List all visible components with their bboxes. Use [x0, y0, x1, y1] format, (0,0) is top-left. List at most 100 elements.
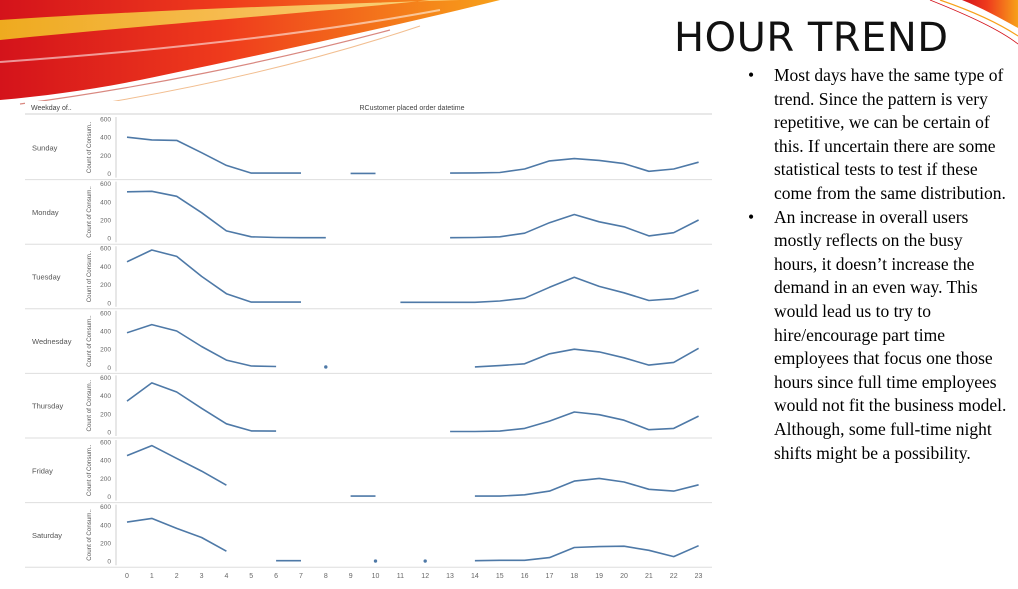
series-line-sunday [450, 157, 699, 174]
y-tick-label: 0 [107, 236, 111, 243]
row-label: Wednesday [32, 337, 72, 346]
y-tick-label: 400 [100, 329, 111, 336]
y-axis-label: Count of Consum.. [86, 121, 93, 173]
slide-title: HOUR TREND [674, 15, 949, 61]
x-tick-label: 7 [299, 573, 303, 580]
row-label: Friday [32, 466, 53, 475]
data-point [423, 559, 427, 563]
day-panels: Sunday Count of Consum.. 0 200 400 600 Monday C… [25, 117, 712, 568]
x-tick-label: 9 [349, 573, 353, 580]
row-label: Sunday [32, 143, 58, 152]
y-tick-label: 600 [100, 440, 111, 447]
y-axis-label: Count of Consum.. [86, 250, 93, 302]
x-tick-label: 17 [546, 573, 554, 580]
series-line-monday [126, 190, 326, 239]
y-tick-label: 400 [100, 199, 111, 206]
y-tick-label: 0 [107, 300, 111, 307]
series-line-wednesday [126, 323, 277, 368]
y-tick-label: 600 [100, 246, 111, 253]
series-line-saturday [474, 544, 699, 562]
x-tick-label: 18 [570, 573, 578, 580]
y-tick-label: 200 [100, 347, 111, 354]
bullet-list: Most days have the same type of trend. S… [748, 64, 1010, 465]
y-tick-label: 200 [100, 476, 111, 483]
x-tick-label: 6 [274, 573, 278, 580]
x-tick-label: 22 [670, 573, 678, 580]
day-panel-tuesday: Tuesday Count of Consum.. 0 200 400 600 [25, 246, 712, 310]
y-tick-label: 600 [100, 375, 111, 382]
y-tick-label: 400 [100, 135, 111, 142]
x-tick-label: 10 [372, 573, 380, 580]
day-panel-thursday: Thursday Count of Consum.. 0 200 400 600 [25, 375, 712, 439]
x-axis: 0 1 2 3 4 5 6 7 8 9 10 11 12 13 14 15 16 17 18 19 20 21 22 23 [125, 573, 702, 580]
x-tick-label: 14 [471, 573, 479, 580]
data-point [373, 559, 378, 563]
y-tick-label: 600 [100, 181, 111, 188]
x-tick-label: 2 [175, 573, 179, 580]
y-axis-label: Count of Consum.. [86, 186, 93, 238]
series-line-wednesday [474, 347, 699, 368]
x-tick-label: 13 [446, 573, 454, 580]
chart-title: RCustomer placed order datetime [359, 105, 464, 112]
x-tick-label: 16 [521, 573, 529, 580]
y-tick-label: 200 [100, 411, 111, 418]
row-label: Monday [32, 208, 59, 217]
chart-background [25, 101, 716, 587]
series-line-friday [474, 477, 699, 497]
day-panel-monday: Monday Count of Consum.. 0 200 400 600 [25, 181, 712, 245]
row-label: Saturday [32, 531, 62, 540]
x-tick-label: 8 [324, 573, 328, 580]
x-tick-label: 12 [421, 573, 429, 580]
y-tick-label: 0 [107, 559, 111, 566]
row-label: Thursday [32, 402, 64, 411]
x-tick-label: 15 [496, 573, 504, 580]
y-tick-label: 0 [107, 365, 111, 372]
x-tick-label: 0 [125, 573, 129, 580]
y-axis-label: Count of Consum.. [86, 444, 93, 496]
series-line-tuesday [400, 276, 699, 304]
y-tick-label: 600 [100, 117, 111, 124]
y-tick-label: 600 [100, 310, 111, 317]
x-tick-label: 20 [620, 573, 628, 580]
x-tick-label: 21 [645, 573, 653, 580]
x-tick-label: 3 [200, 573, 204, 580]
y-tick-label: 400 [100, 458, 111, 465]
x-tick-label: 1 [150, 573, 154, 580]
day-panel-wednesday: Wednesday Count of Consum.. 0 200 400 600 [25, 310, 712, 374]
y-tick-label: 0 [107, 494, 111, 501]
day-panel-sunday: Sunday Count of Consum.. 0 200 400 600 [25, 117, 712, 181]
y-axis-label: Count of Consum.. [86, 315, 93, 367]
y-tick-label: 200 [100, 153, 111, 160]
y-axis-label: Count of Consum.. [86, 509, 93, 561]
bullet-item: An increase in overall users mostly refl… [748, 206, 1010, 466]
day-panel-friday: Friday Count of Consum.. 0 200 400 600 [25, 440, 712, 504]
series-line-tuesday [126, 249, 301, 303]
series-line-friday [126, 444, 227, 486]
series-line-thursday [126, 382, 277, 432]
y-tick-label: 400 [100, 264, 111, 271]
row-header-label: Weekday of.. [31, 105, 72, 112]
day-panel-saturday: Saturday Count of Consum.. 0 200 400 600 [25, 504, 712, 568]
series-line-sunday [126, 136, 301, 174]
y-tick-label: 0 [107, 430, 111, 437]
y-tick-label: 200 [100, 282, 111, 289]
row-label: Tuesday [32, 273, 61, 282]
x-tick-label: 5 [249, 573, 253, 580]
y-axis-label: Count of Consum.. [86, 380, 93, 432]
x-tick-label: 4 [224, 573, 228, 580]
series-line-thursday [450, 411, 699, 433]
series-line-monday [450, 213, 699, 239]
y-tick-label: 400 [100, 393, 111, 400]
y-tick-label: 400 [100, 522, 111, 529]
data-point [324, 365, 328, 369]
x-tick-label: 19 [595, 573, 603, 580]
y-tick-label: 200 [100, 218, 111, 225]
series-line-saturday [126, 517, 227, 552]
y-tick-label: 200 [100, 541, 111, 548]
bullet-item: Most days have the same type of trend. S… [748, 64, 1010, 206]
y-tick-label: 600 [100, 504, 111, 511]
x-tick-label: 11 [397, 573, 404, 580]
y-tick-label: 0 [107, 171, 111, 178]
